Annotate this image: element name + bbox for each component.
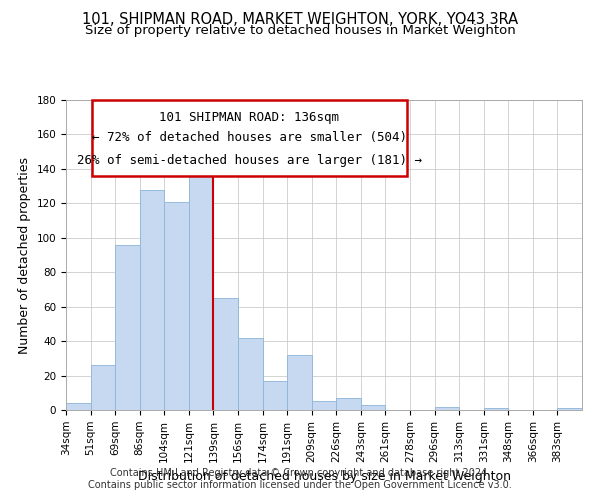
Bar: [140, 190, 164, 410]
Text: 101 SHIPMAN ROAD: 136sqm: 101 SHIPMAN ROAD: 136sqm: [159, 110, 339, 124]
Bar: [263, 380, 287, 410]
Text: ← 72% of detached houses are smaller (504): ← 72% of detached houses are smaller (50…: [92, 132, 407, 144]
Bar: [287, 355, 312, 410]
FancyBboxPatch shape: [92, 100, 407, 176]
Bar: [164, 202, 189, 410]
Y-axis label: Number of detached properties: Number of detached properties: [18, 156, 31, 354]
Bar: [66, 403, 91, 410]
Bar: [189, 150, 214, 410]
X-axis label: Distribution of detached houses by size in Market Weighton: Distribution of detached houses by size …: [137, 470, 511, 483]
Bar: [115, 244, 140, 410]
Bar: [484, 408, 508, 410]
Bar: [214, 298, 238, 410]
Bar: [91, 365, 115, 410]
Bar: [361, 405, 385, 410]
Text: 101, SHIPMAN ROAD, MARKET WEIGHTON, YORK, YO43 3RA: 101, SHIPMAN ROAD, MARKET WEIGHTON, YORK…: [82, 12, 518, 28]
Bar: [434, 406, 459, 410]
Text: Contains public sector information licensed under the Open Government Licence v3: Contains public sector information licen…: [88, 480, 512, 490]
Text: Size of property relative to detached houses in Market Weighton: Size of property relative to detached ho…: [85, 24, 515, 37]
Bar: [312, 402, 336, 410]
Bar: [557, 408, 582, 410]
Text: Contains HM Land Registry data © Crown copyright and database right 2024.: Contains HM Land Registry data © Crown c…: [110, 468, 490, 477]
Bar: [336, 398, 361, 410]
Bar: [238, 338, 263, 410]
Text: 26% of semi-detached houses are larger (181) →: 26% of semi-detached houses are larger (…: [77, 154, 422, 166]
